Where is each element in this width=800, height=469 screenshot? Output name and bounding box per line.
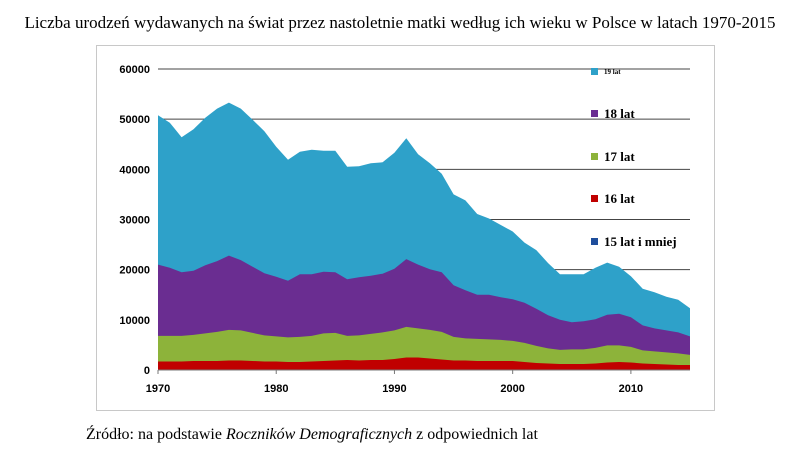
y-tick-label: 30000	[119, 215, 150, 227]
chart-title: Liczba urodzeń wydawanych na świat przez…	[24, 13, 776, 32]
x-tick-label: 2010	[619, 383, 643, 395]
legend-label: 16 lat	[604, 191, 635, 206]
legend-swatch	[591, 68, 598, 75]
legend-label: 17 lat	[604, 149, 635, 164]
x-tick-labels: 1970 1980 1990 2000 2010	[146, 370, 643, 395]
y-tick-labels: 0 10000 20000 30000 40000 50000 60000	[119, 64, 150, 377]
x-tick-label: 1990	[382, 383, 406, 395]
y-tick-label: 20000	[119, 265, 150, 277]
chart-frame	[96, 45, 715, 411]
y-tick-label: 40000	[119, 164, 150, 176]
area-series	[158, 102, 690, 370]
legend-label: 15 lat i mniej	[604, 234, 677, 249]
y-tick-label: 0	[144, 365, 150, 377]
y-tick-label: 60000	[119, 64, 150, 76]
y-tick-label: 10000	[119, 315, 150, 327]
source-suffix: z odpowiednich lat	[412, 426, 538, 443]
source-prefix: Źródło: na podstawie	[86, 426, 226, 443]
legend-swatch	[591, 238, 598, 245]
x-tick-label: 2000	[500, 383, 524, 395]
legend-label: 18 lat	[604, 106, 635, 121]
legend-swatch	[591, 110, 598, 117]
source-italic: Roczników Demograficznych	[225, 426, 413, 443]
y-tick-label: 50000	[119, 114, 150, 126]
legend-swatch	[591, 195, 598, 202]
legend: 19 lat 18 lat 17 lat 16 lat 15 lat i mniej	[591, 68, 677, 249]
area-16-lat	[158, 357, 690, 370]
x-tick-label: 1980	[264, 383, 288, 395]
area-17-lat	[158, 326, 690, 370]
legend-swatch	[591, 153, 598, 160]
x-tick-label: 1970	[146, 383, 170, 395]
legend-label: 19 lat	[604, 68, 621, 76]
source-note: Źródło: na podstawie Roczników Demografi…	[86, 426, 538, 444]
